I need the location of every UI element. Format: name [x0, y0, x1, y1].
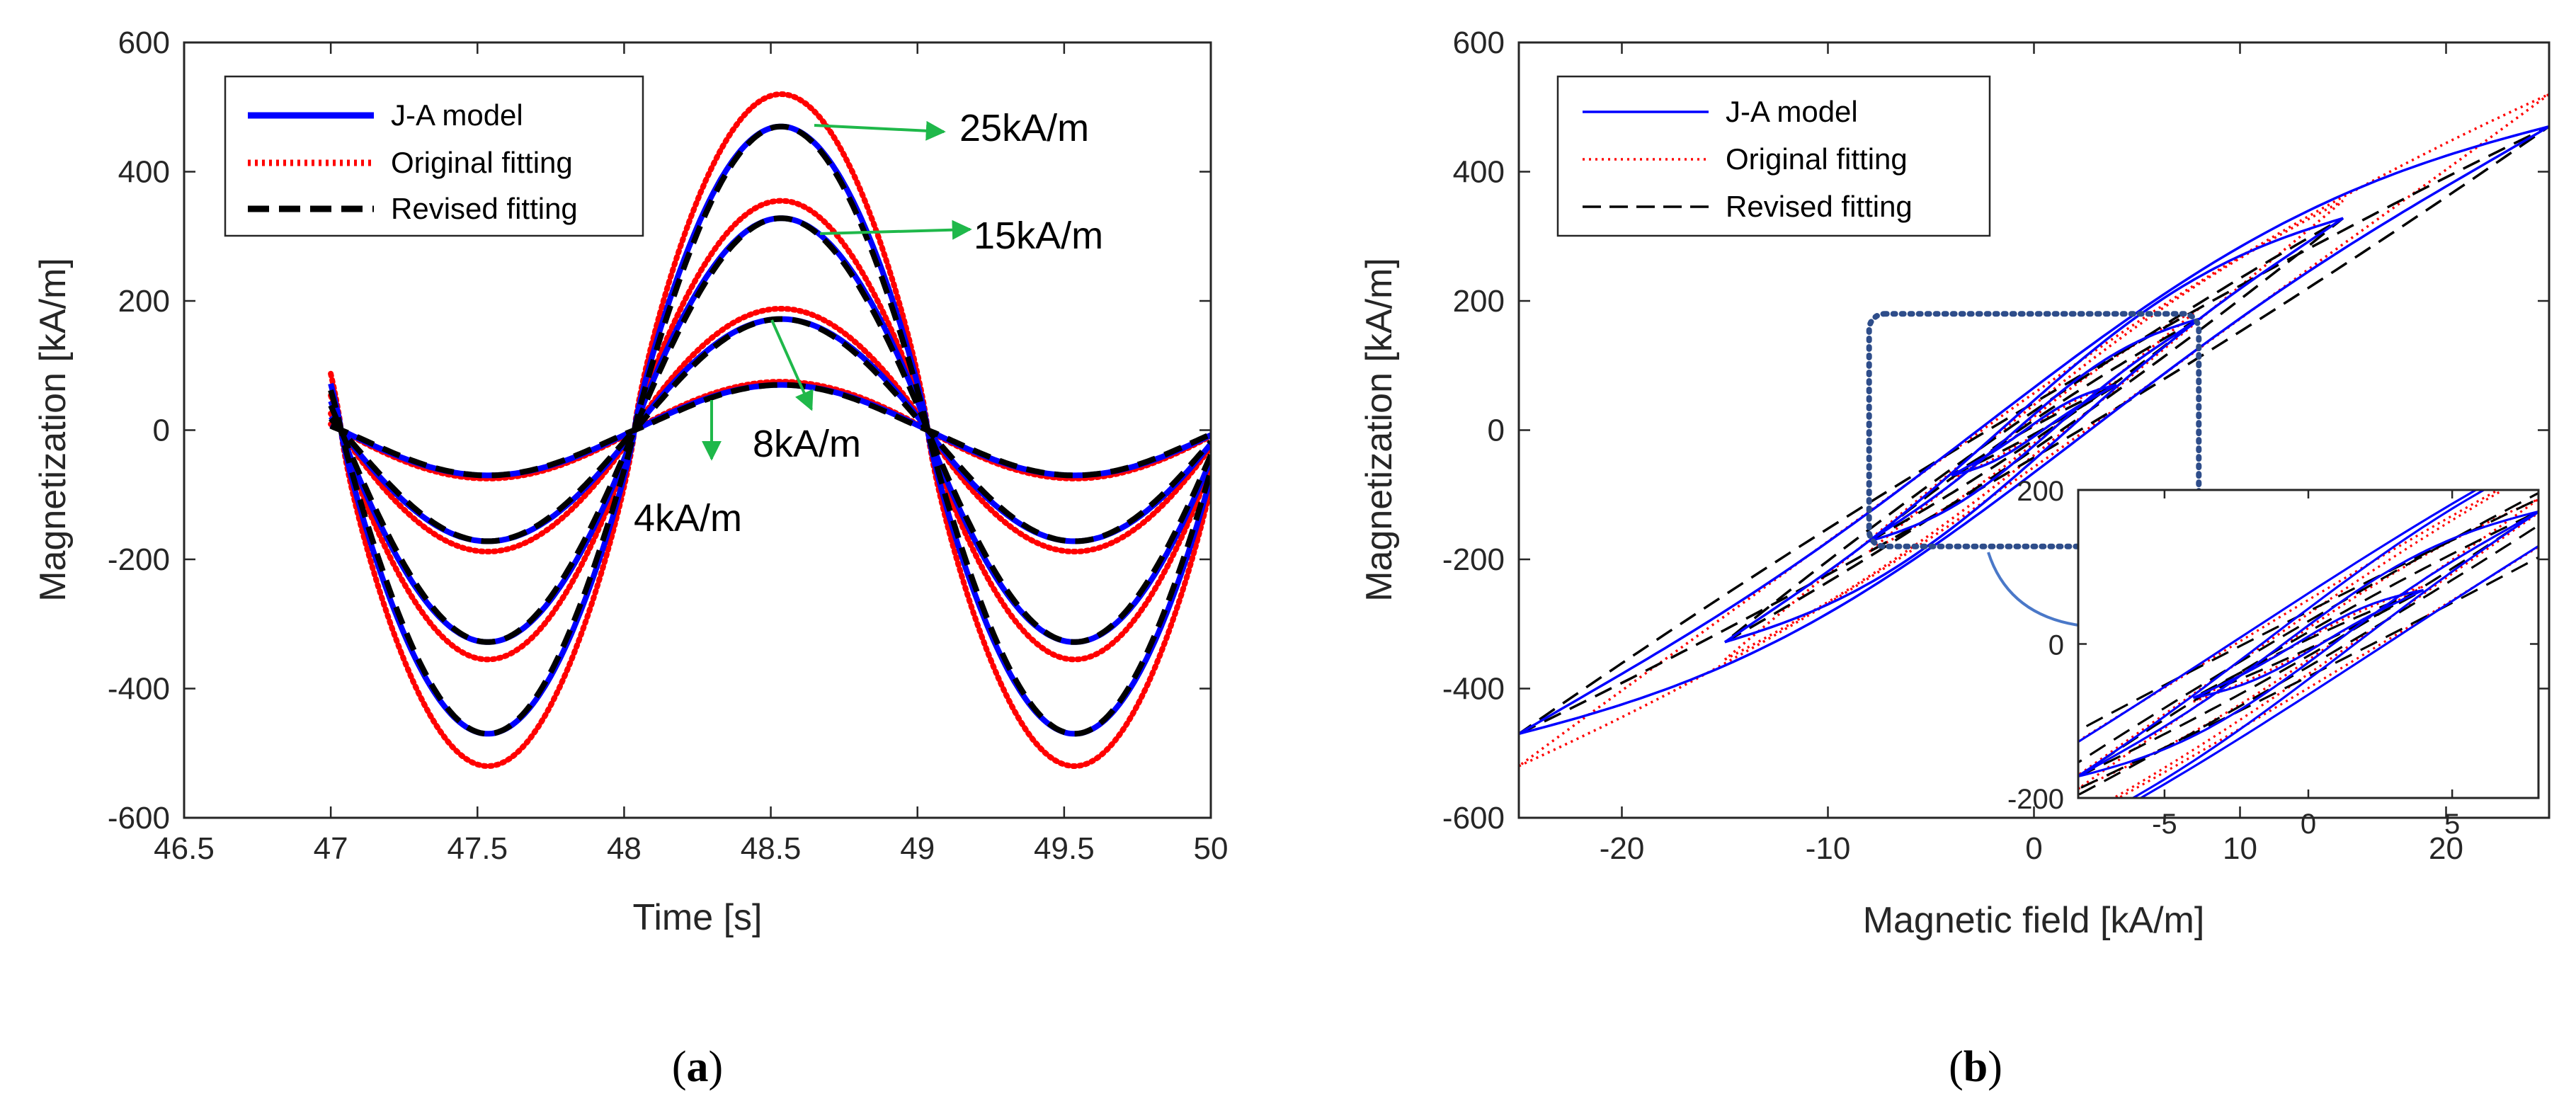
- panel-b-xtick-label: 20: [2429, 831, 2463, 866]
- label-4kam: 4kA/m: [634, 497, 742, 540]
- panel-a-y-ticks: -600 -400 -200 0 200 400 600: [108, 25, 1211, 835]
- panel-b-loop-solid-3: [1951, 383, 2117, 477]
- inset-background: [2078, 490, 2538, 798]
- inset-loop-solid-3: [2192, 588, 2424, 700]
- panel-b-xtick-label: 10: [2223, 831, 2257, 866]
- inset-x-ticks: -5 0 5: [2152, 490, 2460, 840]
- inset-plot: -5 0 5 -200 0 200: [2007, 476, 2540, 840]
- inset-xtick-label: 5: [2444, 809, 2460, 840]
- legend-b-original-label: Original fitting: [1726, 142, 1908, 176]
- panel-b-x-ticks: -20 -10 0 10 20: [1600, 42, 2463, 866]
- panel-a-series-dashed-3: [329, 382, 1211, 479]
- inset-xtick-label: 0: [2301, 809, 2316, 840]
- inset-ytick-label: 0: [2048, 630, 2064, 661]
- panel-a-series-dashed-1: [328, 215, 1211, 645]
- panel-b-xtick-label: -10: [1806, 831, 1851, 866]
- legend-a-ja-label: J-A model: [391, 98, 523, 132]
- panel-a-curves: [328, 91, 1211, 769]
- inset-y-ticks: -200 0 200: [2007, 476, 2538, 815]
- panel-b-ytick-label: -400: [1442, 672, 1505, 707]
- panel-b-ytick-label: -600: [1442, 801, 1505, 835]
- panel-b-xtick-label: -20: [1600, 831, 1645, 866]
- label-25kam: 25kA/m: [959, 107, 1089, 149]
- panel-b-ytick-label: -200: [1442, 542, 1505, 577]
- panel-a-series-dotted-2: [328, 306, 1211, 554]
- panel-b-loop-solid-0: [1519, 125, 2549, 736]
- panel-a-ytick-label: -200: [108, 542, 170, 577]
- panel-a-ytick-label: 0: [153, 413, 170, 448]
- panel-b-ytick-label: 200: [1453, 284, 1505, 319]
- label-8kam: 8kA/m: [753, 423, 861, 465]
- caption-a: (a): [672, 1043, 723, 1091]
- legend-b-ja-label: J-A model: [1726, 95, 1858, 128]
- inset-curves: [2078, 490, 2538, 798]
- panel-a-x-ticks: 46.5 47 47.5 48 48.5 49 49.5 50: [154, 42, 1228, 866]
- panel-a-ylabel: Magnetization [kA/m]: [33, 258, 74, 602]
- panel-a-annotations: 25kA/m 15kA/m 8kA/m 4kA/m: [634, 107, 1103, 540]
- panel-b-ylabel: Magnetization [kA/m]: [1359, 258, 1400, 602]
- panel-a-xtick-label: 49: [900, 831, 935, 866]
- inset-loop-dotted-1: [2078, 490, 2538, 798]
- panel-a-legend: J-A model Original fitting Revised fitti…: [224, 75, 644, 237]
- panel-b-ytick-label: 600: [1453, 25, 1505, 60]
- zoom-region-box: [1866, 311, 2202, 549]
- arrow-15kam: [819, 219, 972, 240]
- inset-ytick-label: 200: [2017, 476, 2064, 507]
- panel-b-legend: J-A model Original fitting Revised fitti…: [1556, 75, 1991, 237]
- panel-b-xlabel: Magnetic field [kA/m]: [1863, 900, 2205, 941]
- panel-a-series-dotted-0: [328, 91, 1211, 769]
- panel-b-xtick-label: 0: [2025, 831, 2042, 866]
- legend-a-original-label: Original fitting: [391, 146, 573, 179]
- panel-a-series-dotted-1: [328, 198, 1211, 663]
- panel-a-ytick-label: -600: [108, 801, 170, 835]
- inset-loop-solid-2: [2078, 510, 2538, 778]
- panel-b-loop-dotted-1: [1723, 200, 2344, 661]
- panel-a: 46.5 47 47.5 48 48.5 49 49.5 50 -600 -400 -200 0 20…: [33, 25, 1228, 1091]
- legend-a-revised-label: Revised fitting: [391, 192, 578, 225]
- legend-b-revised-label: Revised fitting: [1726, 190, 1913, 223]
- panel-a-ytick-label: 600: [118, 25, 170, 60]
- panel-b-ytick-label: 400: [1453, 155, 1505, 190]
- panel-a-ytick-label: -400: [108, 672, 170, 707]
- inset-ytick-label: -200: [2007, 784, 2064, 815]
- panel-a-xtick-label: 47: [314, 831, 348, 866]
- caption-b: (b): [1949, 1043, 2002, 1091]
- panel-a-ytick-label: 400: [118, 155, 170, 190]
- inset-loop-dotted-2: [2078, 498, 2538, 790]
- panel-b-loop-dashed-0: [1519, 125, 2549, 735]
- panel-b-loop-solid-2: [1868, 317, 2200, 543]
- panel-a-series-dashed-0: [328, 123, 1211, 737]
- panel-a-xtick-label: 46.5: [154, 831, 215, 866]
- inset-xtick-label: -5: [2152, 809, 2177, 840]
- panel-b-curves: [1519, 93, 2549, 768]
- panel-a-xtick-label: 50: [1194, 831, 1229, 866]
- panel-a-ytick-label: 200: [118, 284, 170, 319]
- arrow-25kam: [814, 120, 946, 141]
- panel-b-y-ticks: -600 -400 -200 0 200 400 600: [1442, 25, 2549, 835]
- inset-loop-solid-1: [2078, 490, 2538, 798]
- panel-a-xtick-label: 48: [607, 831, 642, 866]
- panel-a-series-dotted-3: [328, 379, 1211, 481]
- panel-b-ytick-label: 0: [1488, 413, 1505, 448]
- panel-a-xtick-label: 47.5: [447, 831, 508, 866]
- panel-b-legend-box: [1556, 75, 1991, 237]
- panel-a-xtick-label: 49.5: [1034, 831, 1095, 866]
- panel-a-series-dashed-2: [329, 316, 1211, 544]
- panel-b: -20 -10 0 10 20 -600 -400 -200 0 200 400 600 Magne…: [1359, 25, 2551, 1091]
- label-15kam: 15kA/m: [974, 215, 1103, 257]
- panel-a-xtick-label: 48.5: [741, 831, 802, 866]
- panel-a-xlabel: Time [s]: [633, 897, 763, 938]
- arrow-8kam: [770, 319, 814, 411]
